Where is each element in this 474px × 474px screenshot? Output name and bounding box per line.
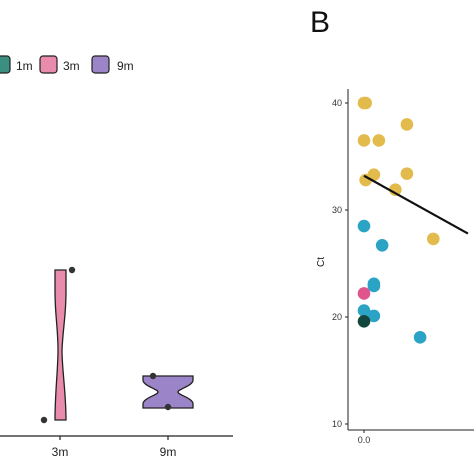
x-tick-label-9m: 9m	[160, 445, 177, 459]
data-point	[367, 309, 381, 323]
data-point	[357, 314, 371, 328]
panel-b: B 10 20 30 40 0.0 Ct	[310, 6, 474, 445]
legend-label-9m: 9m	[117, 59, 134, 73]
legend: 1m 3m 9m	[0, 55, 134, 74]
panel-a: 1m 3m 9m 3m 9m	[0, 55, 233, 459]
panel-letter-b: B	[310, 6, 330, 39]
y-tick-label: 30	[332, 205, 342, 215]
data-point	[357, 219, 371, 233]
data-point	[372, 134, 386, 147]
legend-swatch-9m	[91, 55, 110, 74]
violin-3m-point	[40, 416, 48, 424]
y-tick-label: 40	[332, 98, 342, 108]
x-tick-label-0: 0.0	[358, 435, 371, 445]
violin-9m	[142, 375, 194, 409]
y-axis-label: Ct	[316, 257, 327, 267]
legend-swatch-3m	[39, 55, 58, 74]
data-point	[367, 279, 381, 293]
regression-line	[363, 174, 469, 235]
data-point	[389, 183, 402, 196]
data-point	[400, 118, 414, 131]
data-point	[359, 96, 372, 110]
x-tick-label-3m: 3m	[52, 445, 69, 459]
data-point	[359, 173, 372, 187]
violin-9m-point	[149, 372, 157, 380]
data-point	[413, 331, 427, 344]
violin-3m-point	[68, 266, 76, 274]
data-point	[375, 239, 389, 252]
data-point	[357, 287, 371, 300]
data-point	[357, 304, 371, 317]
legend-swatch-1m	[0, 55, 11, 74]
data-point	[400, 167, 414, 180]
data-point	[357, 134, 371, 147]
violin-9m-point	[164, 403, 172, 411]
legend-label-3m: 3m	[63, 59, 80, 73]
y-tick-label: 20	[332, 312, 342, 322]
scatter-points	[357, 96, 440, 344]
y-tick-label: 10	[332, 419, 342, 429]
legend-label-1m: 1m	[16, 59, 33, 73]
violin-3m	[54, 269, 67, 421]
y-ticks: 10 20 30 40	[332, 98, 348, 429]
data-point	[427, 232, 440, 246]
